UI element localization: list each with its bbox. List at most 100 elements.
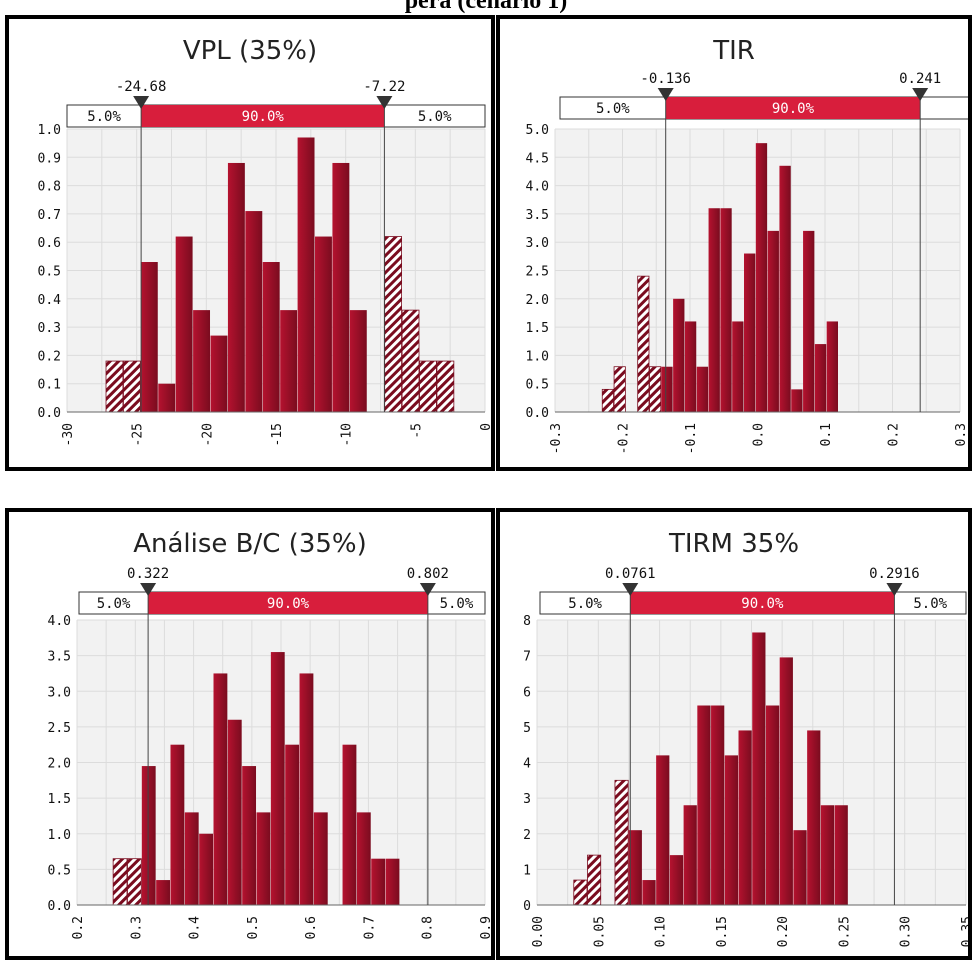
histogram-bar bbox=[256, 812, 271, 905]
y-tick-label: 2.5 bbox=[526, 265, 549, 280]
y-tick-label: 4 bbox=[523, 757, 531, 772]
histogram-bar bbox=[738, 730, 752, 905]
y-tick-label: 4.0 bbox=[48, 614, 71, 629]
histogram-bar bbox=[436, 360, 455, 413]
histogram-bar bbox=[297, 137, 315, 412]
histogram-bar bbox=[791, 389, 803, 412]
y-tick-label: 4.5 bbox=[526, 151, 549, 166]
y-tick-label: 1.0 bbox=[526, 349, 549, 364]
histogram-bar bbox=[184, 812, 199, 905]
histogram-bar bbox=[793, 830, 807, 905]
y-tick-label: 0.0 bbox=[38, 406, 61, 421]
x-tick-label: 0.05 bbox=[592, 916, 607, 947]
histogram-bar bbox=[601, 388, 614, 413]
histogram-bar bbox=[573, 879, 588, 906]
histogram-bar bbox=[356, 812, 371, 905]
y-tick-label: 1.0 bbox=[38, 123, 61, 138]
band-left-label: 5.0% bbox=[97, 596, 131, 612]
band-middle-label: 90.0% bbox=[242, 109, 285, 125]
y-tick-label: 0.9 bbox=[38, 151, 61, 166]
chart-vpl: VPL (35%) 0.0 0.1 0.2 0.3 0.4 0.5 0.6 0.7 0.8 0.9 1… bbox=[38, 36, 491, 446]
histogram-bar bbox=[342, 744, 357, 905]
y-tick-label: 0.0 bbox=[526, 406, 549, 421]
chart-title: TIR bbox=[712, 36, 755, 66]
page-title: pera (cenário 1) bbox=[404, 0, 568, 14]
y-tick-label: 3.5 bbox=[48, 650, 71, 665]
marker-right-label: 0.802 bbox=[407, 566, 449, 582]
marker-triangle-icon bbox=[419, 583, 436, 596]
x-tick-label: 0.0 bbox=[752, 423, 767, 446]
histogram-bar bbox=[280, 310, 298, 412]
histogram-bar bbox=[669, 855, 684, 905]
y-tick-label: 7 bbox=[523, 650, 531, 665]
histogram-bar bbox=[614, 779, 629, 906]
x-tick-label: -0.1 bbox=[684, 423, 699, 454]
x-tick-label: 0.00 bbox=[531, 916, 546, 947]
chart-panel-bc: Análise B/C (35%) 0.0 0.5 1.0 1.5 2.0 2.5 3.0 3.… bbox=[5, 508, 495, 960]
histogram-bar bbox=[227, 162, 245, 412]
marker-left-label: 0.322 bbox=[127, 566, 169, 582]
x-tick-label: 0.30 bbox=[899, 916, 914, 947]
histogram-bar bbox=[767, 230, 779, 412]
x-tick-label: 0.1 bbox=[819, 423, 834, 446]
histogram-bar bbox=[732, 321, 744, 412]
histogram-bar bbox=[315, 236, 332, 412]
y-tick-label: 8 bbox=[523, 614, 531, 629]
y-tick-label: 4.0 bbox=[526, 180, 549, 195]
band-middle bbox=[665, 97, 921, 119]
x-tick-label: 0.3 bbox=[954, 423, 968, 446]
band-middle-label: 90.0% bbox=[772, 101, 815, 117]
histogram-bar bbox=[349, 310, 367, 412]
histogram-bar bbox=[270, 652, 285, 905]
histogram-bar bbox=[724, 755, 739, 905]
x-tick-label: -20 bbox=[200, 423, 215, 446]
band-middle bbox=[630, 592, 895, 614]
histogram-bar bbox=[213, 673, 228, 905]
histogram-bar bbox=[384, 236, 402, 413]
histogram-bar bbox=[299, 673, 314, 905]
histogram-bar bbox=[193, 310, 211, 412]
y-tick-label: 2.5 bbox=[48, 721, 71, 736]
chart-title: VPL (35%) bbox=[183, 36, 317, 66]
histogram-bar bbox=[807, 730, 821, 905]
marker-triangle-icon bbox=[886, 583, 903, 596]
x-tick-label: 0.2 bbox=[71, 916, 86, 939]
histogram-bar bbox=[419, 360, 437, 413]
histogram-bar bbox=[127, 858, 142, 906]
histogram-bar bbox=[696, 366, 709, 412]
x-tick-label: 0.6 bbox=[304, 916, 319, 939]
y-tick-label: 0.5 bbox=[526, 378, 549, 393]
histogram-bar bbox=[779, 165, 791, 412]
band-right-label: 5.0% bbox=[913, 596, 947, 612]
y-tick-label: 0.5 bbox=[38, 265, 61, 280]
x-tick-label: -5 bbox=[409, 423, 424, 439]
histogram-bar bbox=[834, 805, 848, 905]
x-tick-label: 0.20 bbox=[776, 916, 791, 947]
histogram-bar bbox=[673, 298, 685, 412]
band-middle-label: 90.0% bbox=[741, 596, 784, 612]
chart-panel-tirm: TIRM 35% 0 1 2 3 4 5 6 7 8 0.00 0.05 0.10 0.15 0.20 0.2… bbox=[496, 508, 972, 960]
y-tick-label: 3 bbox=[523, 792, 531, 807]
y-tick-label: 0.8 bbox=[38, 180, 61, 195]
y-tick-label: 0 bbox=[523, 899, 531, 914]
histogram-bar bbox=[744, 253, 756, 412]
histogram-bar bbox=[112, 858, 128, 906]
x-tick-label: 0.35 bbox=[960, 916, 968, 947]
x-tick-label: 0.25 bbox=[837, 916, 852, 947]
histogram-bar bbox=[820, 805, 835, 905]
y-tick-label: 0.4 bbox=[38, 293, 62, 308]
x-tick-label: 0.5 bbox=[246, 916, 261, 939]
x-tick-label: -15 bbox=[270, 423, 285, 446]
histogram-bar bbox=[649, 366, 662, 413]
y-tick-label: 1.5 bbox=[48, 792, 71, 807]
histogram-bar bbox=[385, 858, 400, 905]
histogram-bar bbox=[156, 880, 170, 905]
y-tick-label: 0.2 bbox=[38, 349, 61, 364]
histogram-bar bbox=[285, 744, 300, 905]
y-tick-label: 1.5 bbox=[526, 321, 549, 336]
histogram-bar bbox=[105, 360, 124, 413]
histogram-bar bbox=[637, 275, 650, 413]
histogram-bar bbox=[371, 858, 386, 905]
band-right-label: 5.0% bbox=[440, 596, 474, 612]
histogram-bar bbox=[779, 657, 793, 905]
